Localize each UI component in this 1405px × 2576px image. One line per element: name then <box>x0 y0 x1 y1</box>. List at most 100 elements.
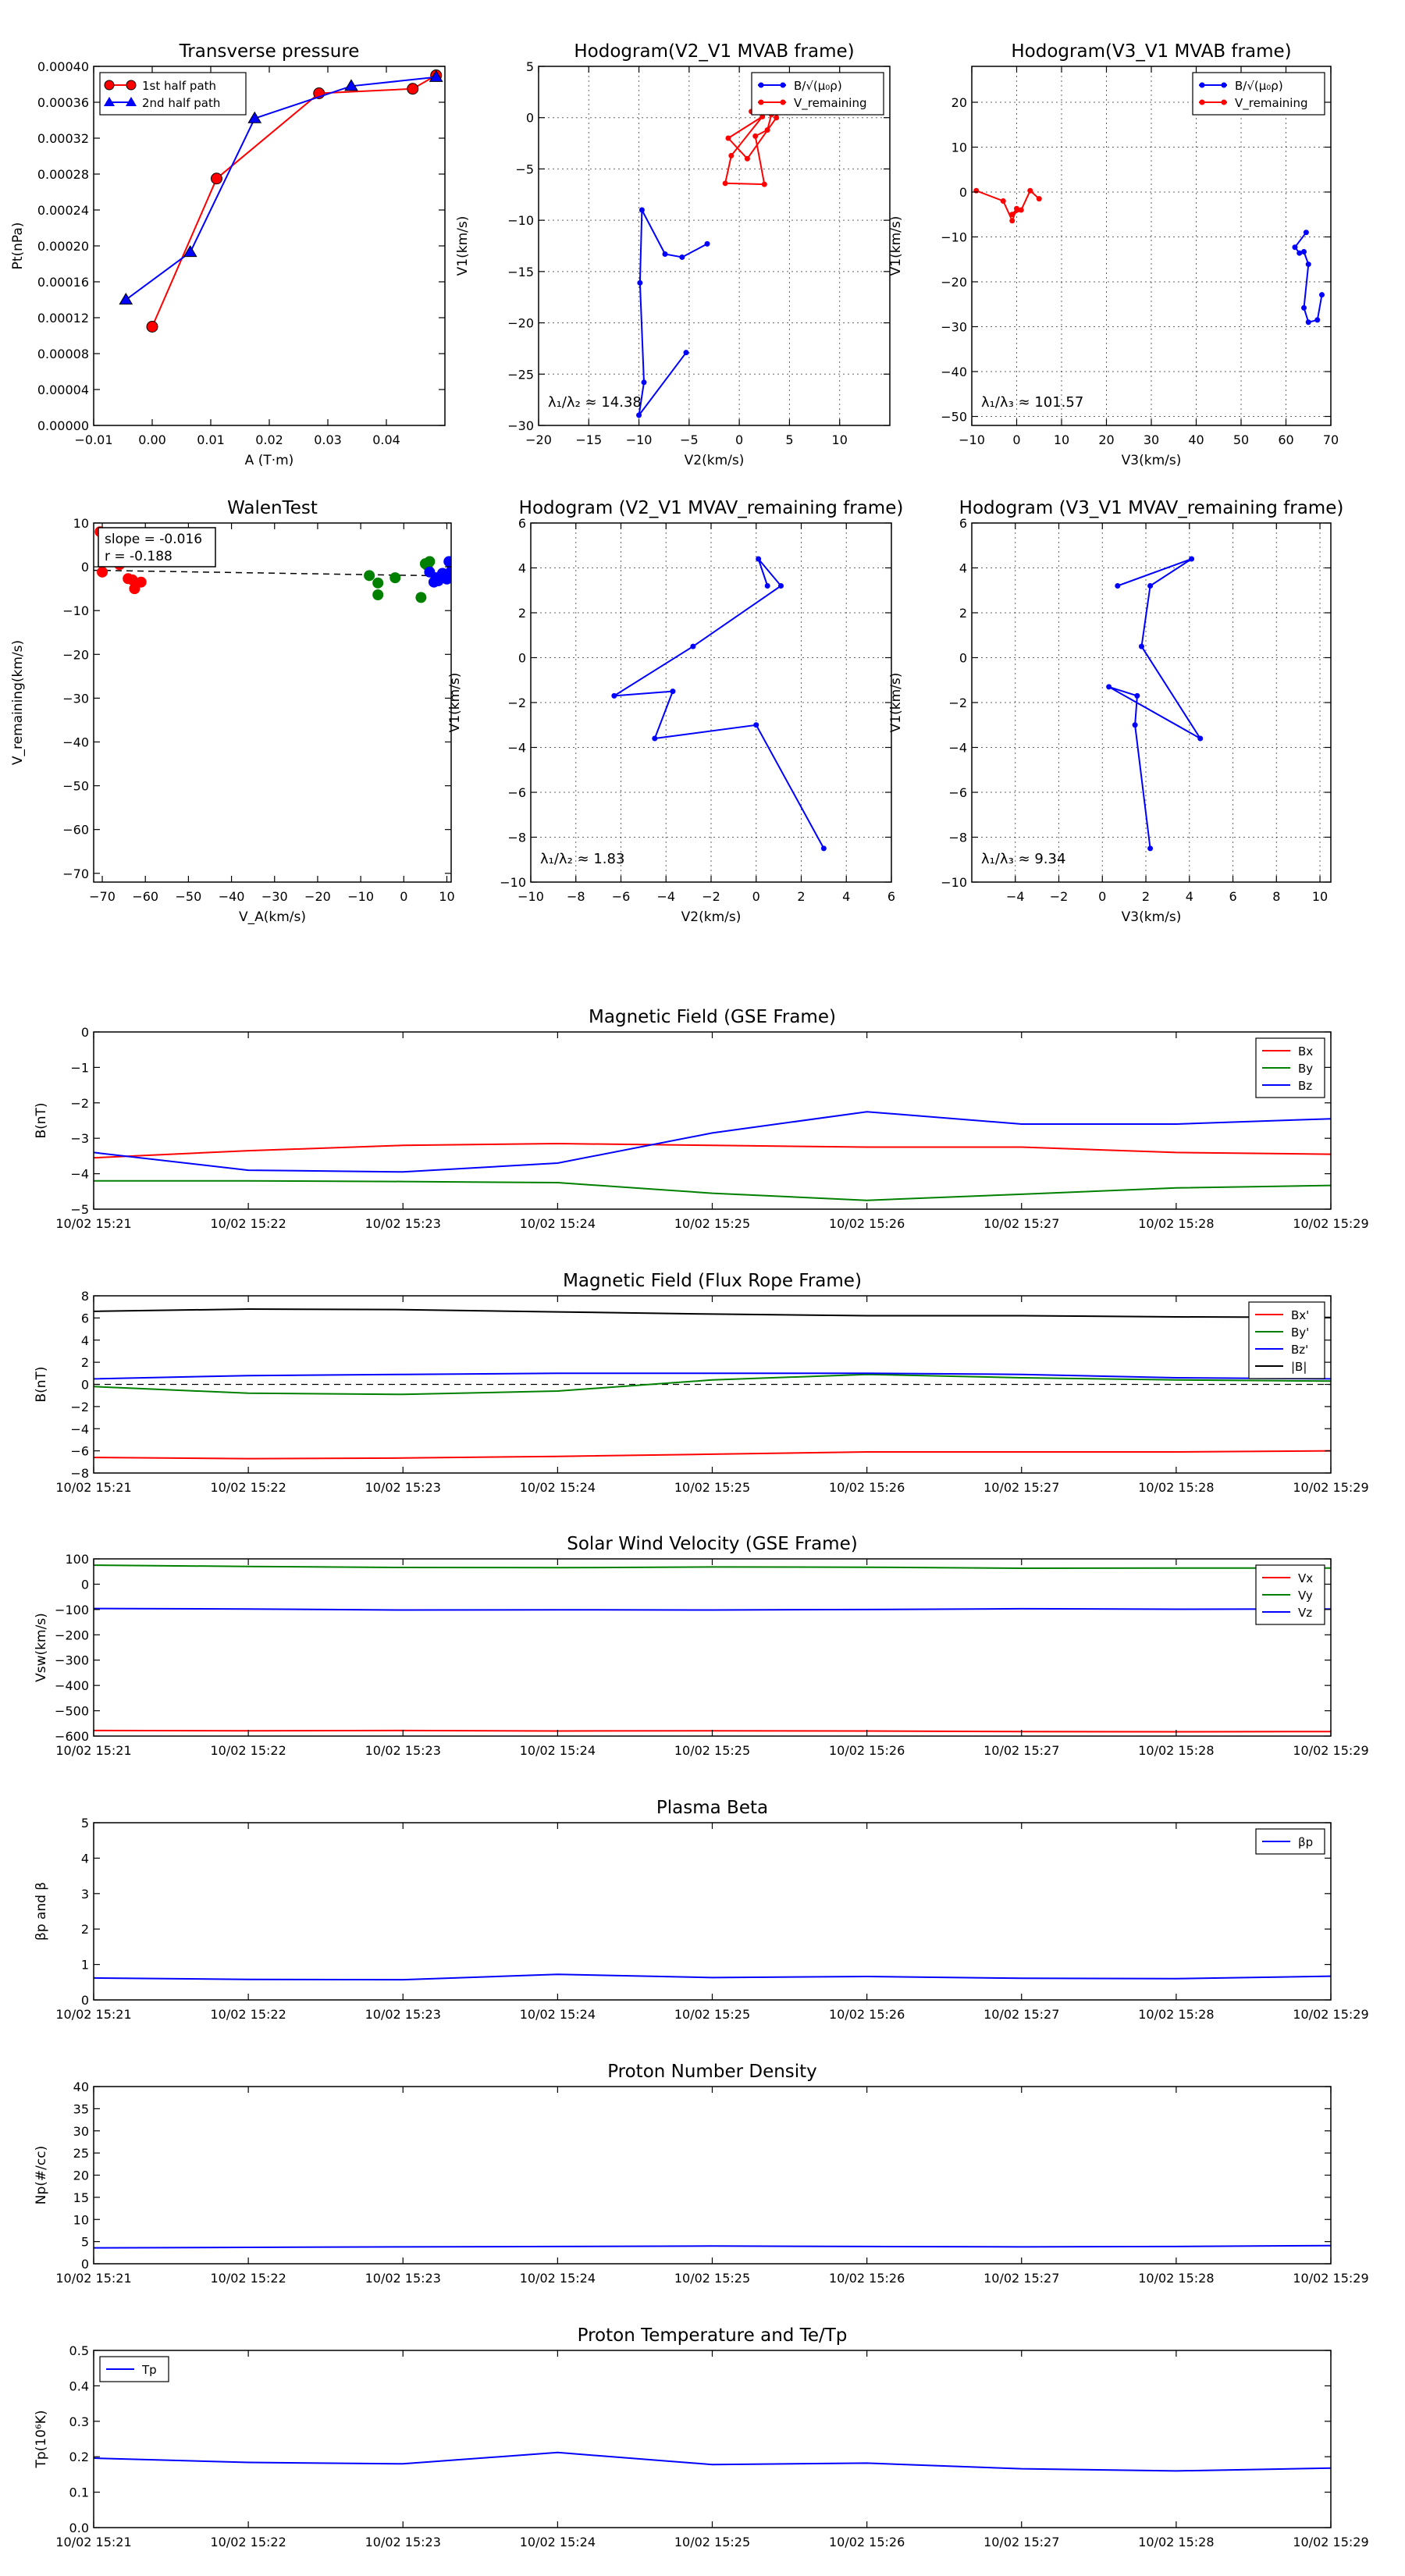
data-point <box>443 556 451 568</box>
data-point <box>135 576 147 588</box>
x-tick-label: 10/02 15:28 <box>1138 2271 1214 2286</box>
data-point <box>637 279 643 286</box>
legend-label: Vx <box>1298 1571 1313 1585</box>
chart-annotation: λ₁/λ₂ ≈ 14.38 <box>548 394 642 411</box>
data-point <box>1027 187 1033 194</box>
y-tick-label: 2 <box>959 606 967 621</box>
y-tick-label: 6 <box>81 1311 89 1325</box>
x-tick-label: 0 <box>735 432 743 447</box>
y-tick-label: −50 <box>62 779 89 794</box>
chart-title: Magnetic Field (Flux Rope Frame) <box>563 1271 862 1291</box>
x-axis-label: V2(km/s) <box>685 453 745 468</box>
x-tick-label: 10/02 15:25 <box>674 1743 750 1758</box>
y-tick-label: 0.00040 <box>37 59 89 74</box>
legend-box <box>1248 1301 1325 1379</box>
y-tick-label: −60 <box>62 823 89 838</box>
data-point <box>683 350 689 356</box>
y-tick-label: −5 <box>70 1202 89 1217</box>
data-point <box>415 592 427 603</box>
chart-mag_field_gse: −5 −4 −3 −2 −1 0 10/02 15:21 10/02 15:22 10/02 1… <box>34 1007 1369 1231</box>
y-tick-label: −40 <box>941 365 967 379</box>
y-tick-label: −10 <box>500 875 526 890</box>
y-tick-label: 0 <box>959 185 967 200</box>
chart-proton_density: 0 5 10 15 20 25 30 35 40 10/02 15:21 10/02 15:22 10… <box>34 2062 1369 2286</box>
y-tick-label: −3 <box>70 1131 89 1146</box>
y-axis-label: V_remaining(km/s) <box>10 640 26 765</box>
x-tick-label: −20 <box>304 889 331 904</box>
x-tick-label: 10/02 15:23 <box>365 2007 441 2022</box>
x-tick-label: 10/02 15:27 <box>984 2535 1059 2549</box>
y-tick-label: 0.00000 <box>37 418 89 433</box>
x-tick-label: −8 <box>567 889 585 904</box>
x-tick-label: 10/02 15:22 <box>210 2535 286 2549</box>
x-tick-label: 10/02 15:24 <box>520 2535 596 2549</box>
x-tick-label: 10/02 15:27 <box>984 1480 1059 1495</box>
x-axis-label: A (T·m) <box>245 453 294 468</box>
data-point <box>641 379 647 386</box>
x-tick-label: 10/02 15:26 <box>829 2535 905 2549</box>
x-tick-label: 20 <box>1098 432 1114 447</box>
x-tick-label: −15 <box>575 432 602 447</box>
y-tick-label: 0.00008 <box>37 347 89 361</box>
y-tick-label: −500 <box>55 1704 89 1719</box>
y-tick-label: 0.00024 <box>37 203 89 218</box>
data-point <box>752 133 759 139</box>
legend-label: By <box>1298 1062 1313 1076</box>
legend-label: V_remaining <box>794 96 867 111</box>
y-tick-label: 40 <box>73 2080 89 2094</box>
legend-marker <box>126 97 137 106</box>
data-point <box>389 572 401 584</box>
data-point <box>430 572 442 584</box>
chart-title: Hodogram(V2_V1 MVAB frame) <box>574 41 854 62</box>
data-point <box>97 566 108 578</box>
series-group <box>611 556 827 852</box>
y-tick-label: −70 <box>62 866 89 881</box>
x-axis-label: V3(km/s) <box>1122 909 1182 925</box>
y-tick-label: −40 <box>62 735 89 749</box>
y-tick-label: −4 <box>70 1167 89 1182</box>
data-point <box>638 207 645 213</box>
data-point <box>1147 583 1154 589</box>
data-point <box>211 173 222 185</box>
data-point <box>774 115 780 121</box>
y-tick-label: 0 <box>81 1577 89 1592</box>
y-tick-label: 0.2 <box>69 2450 89 2464</box>
data-point <box>1014 205 1019 212</box>
chart-annotation: λ₁/λ₂ ≈ 1.83 <box>540 851 624 867</box>
x-tick-label: 0.04 <box>372 432 400 447</box>
y-axis-label: B(nT) <box>34 1366 49 1402</box>
y-tick-label: 0 <box>526 111 534 126</box>
x-tick-label: 10/02 15:21 <box>55 1480 131 1495</box>
data-point <box>1197 735 1204 742</box>
x-tick-label: 10/02 15:25 <box>674 2271 750 2286</box>
x-tick-label: 10/02 15:24 <box>520 2271 596 2286</box>
y-tick-label: 0.00016 <box>37 275 89 290</box>
y-tick-label: 20 <box>951 95 967 110</box>
chart-title: Plasma Beta <box>656 1798 768 1818</box>
x-tick-label: −20 <box>525 432 552 447</box>
series-group <box>1106 556 1204 852</box>
y-tick-label: 5 <box>81 1816 89 1831</box>
x-tick-label: 5 <box>785 432 793 447</box>
y-tick-label: −300 <box>55 1653 89 1668</box>
chart-walen_test: −70 −60 −50 −40 −30 −20 −10 0 10 −70 −60 −50 −40 −30 −… <box>10 498 455 925</box>
x-tick-label: 10/02 15:28 <box>1138 1743 1214 1758</box>
y-tick-label: −15 <box>507 265 534 279</box>
x-tick-label: 0.03 <box>314 432 342 447</box>
x-tick-label: 10/02 15:27 <box>984 2007 1059 2022</box>
series-line-0 <box>94 2244 1331 2249</box>
x-tick-label: −6 <box>612 889 631 904</box>
x-tick-label: 10/02 15:24 <box>520 2007 596 2022</box>
y-tick-label: −30 <box>941 320 967 335</box>
x-tick-label: −40 <box>219 889 245 904</box>
x-tick-label: 10/02 15:25 <box>674 2007 750 2022</box>
x-tick-label: 10/02 15:21 <box>55 2535 131 2549</box>
chart-hodogram_v2v1_mvab: −30 −25 −20 −15 −10 −5 0 5 −20 −15 −10 −5 0 5 10 Hodogr… <box>455 41 891 468</box>
data-point <box>372 577 384 589</box>
y-tick-label: 0.5 <box>69 2343 89 2358</box>
x-tick-label: −10 <box>518 889 544 904</box>
data-point <box>1036 196 1042 202</box>
y-tick-label: −2 <box>948 696 967 710</box>
